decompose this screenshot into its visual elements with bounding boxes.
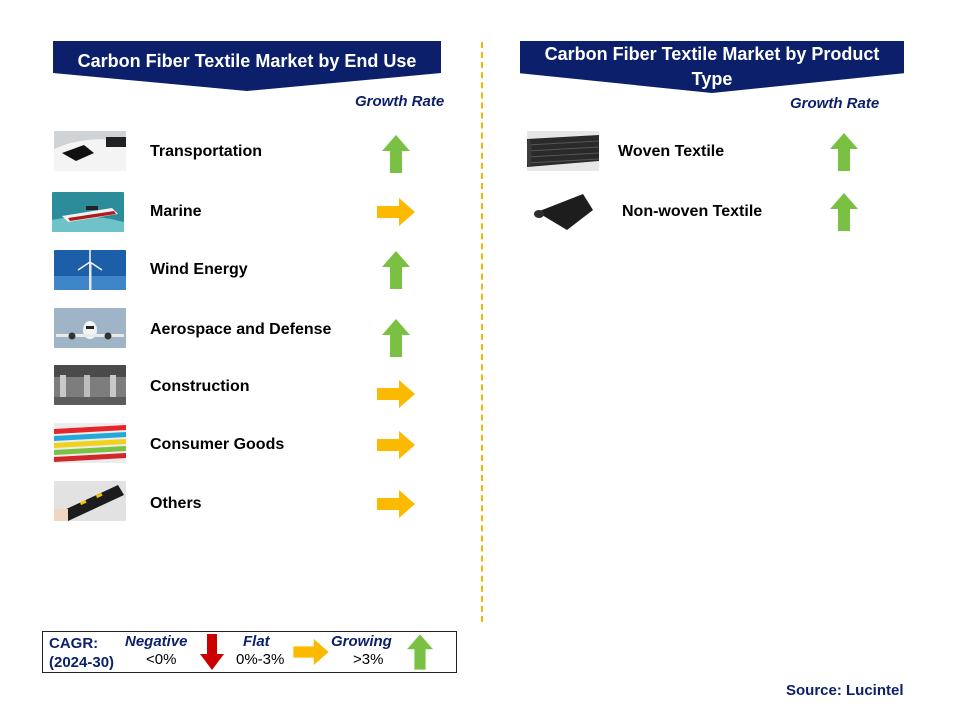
growing-arrow-icon xyxy=(407,634,433,670)
end-use-title-banner: Carbon Fiber Textile Market by End Use xyxy=(53,41,441,91)
legend-negative-label: Negative xyxy=(125,633,188,650)
transportation-image xyxy=(54,131,126,171)
legend-period: (2024-30) xyxy=(49,654,115,671)
end-use-growth-rate-header: Growth Rate xyxy=(355,93,445,110)
consumer-goods-image xyxy=(54,423,126,463)
woven-textile-image xyxy=(527,131,599,171)
end-use-title: Carbon Fiber Textile Market by End Use xyxy=(77,51,417,71)
product-type-label-non-woven-textile: Non-woven Textile xyxy=(622,203,763,220)
end-use-label-aerospace-and-defense: Aerospace and Defense xyxy=(150,321,332,338)
aerospace-growing-arrow-icon xyxy=(382,319,410,357)
legend-cagr-label: CAGR: xyxy=(49,635,99,652)
panel-divider xyxy=(481,42,483,622)
end-use-label-others: Others xyxy=(150,495,202,512)
negative-arrow-icon xyxy=(200,634,224,670)
legend-growing-label: Growing xyxy=(331,633,392,650)
flat-arrow-icon xyxy=(293,639,329,665)
construction-flat-arrow-icon xyxy=(377,380,415,408)
non-woven-textile-image xyxy=(527,190,599,230)
legend-negative-range: <0% xyxy=(146,651,177,668)
product-type-title-line1: Carbon Fiber Textile Market by Product xyxy=(544,44,880,64)
product-type-title-banner: Carbon Fiber Textile Market by Product T… xyxy=(520,41,904,93)
wind-energy-image xyxy=(54,250,126,290)
others-image xyxy=(54,481,126,521)
legend-flat-label: Flat xyxy=(243,633,270,650)
wind-energy-growing-arrow-icon xyxy=(382,251,410,289)
construction-image xyxy=(54,365,126,405)
end-use-label-wind-energy: Wind Energy xyxy=(150,261,248,278)
marine-flat-arrow-icon xyxy=(377,198,415,226)
end-use-label-consumer-goods: Consumer Goods xyxy=(150,436,285,453)
marine-image xyxy=(52,192,124,232)
end-use-label-construction: Construction xyxy=(150,378,250,395)
product-type-label-woven-textile: Woven Textile xyxy=(618,143,725,160)
woven-textile-growing-arrow-icon xyxy=(830,133,858,171)
product-type-title-line2: Type xyxy=(691,69,733,89)
non-woven-textile-growing-arrow-icon xyxy=(830,193,858,231)
legend-growing-range: >3% xyxy=(353,651,384,668)
end-use-label-marine: Marine xyxy=(150,203,202,220)
others-flat-arrow-icon xyxy=(377,490,415,518)
product-type-growth-rate-header: Growth Rate xyxy=(790,95,880,112)
legend-flat-range: 0%-3% xyxy=(236,651,285,668)
transportation-growing-arrow-icon xyxy=(382,135,410,173)
cagr-legend: CAGR: (2024-30) Negative <0% Flat 0%-3% … xyxy=(42,631,457,673)
consumer-goods-flat-arrow-icon xyxy=(377,431,415,459)
aerospace-and-defense-image xyxy=(54,308,126,348)
end-use-label-transportation: Transportation xyxy=(150,143,263,160)
source-credit: Source: Lucintel xyxy=(786,682,904,699)
